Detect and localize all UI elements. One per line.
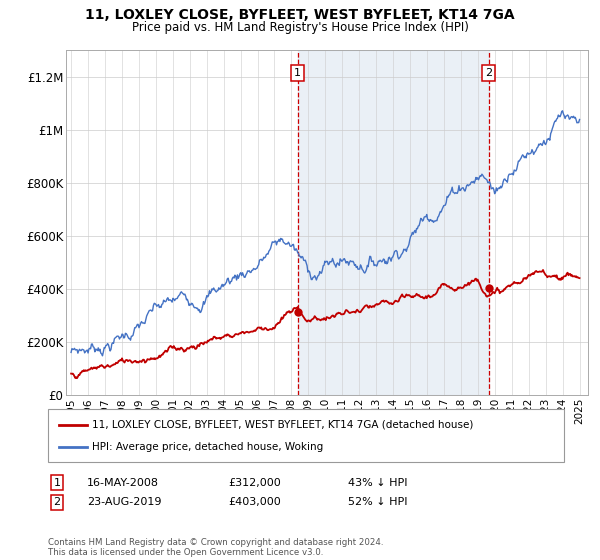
Text: HPI: Average price, detached house, Woking: HPI: Average price, detached house, Woki… (92, 442, 323, 452)
Text: 43% ↓ HPI: 43% ↓ HPI (348, 478, 407, 488)
Text: 2: 2 (53, 497, 61, 507)
Text: Contains HM Land Registry data © Crown copyright and database right 2024.
This d: Contains HM Land Registry data © Crown c… (48, 538, 383, 557)
Text: Price paid vs. HM Land Registry's House Price Index (HPI): Price paid vs. HM Land Registry's House … (131, 21, 469, 34)
Text: 1: 1 (294, 68, 301, 78)
Text: 1: 1 (53, 478, 61, 488)
Text: £403,000: £403,000 (228, 497, 281, 507)
Bar (298, 50, 488, 395)
Text: £312,000: £312,000 (228, 478, 281, 488)
Text: 11, LOXLEY CLOSE, BYFLEET, WEST BYFLEET, KT14 7GA (detached house): 11, LOXLEY CLOSE, BYFLEET, WEST BYFLEET,… (92, 420, 473, 430)
Text: 16-MAY-2008: 16-MAY-2008 (87, 478, 159, 488)
Text: 23-AUG-2019: 23-AUG-2019 (87, 497, 161, 507)
Text: 52% ↓ HPI: 52% ↓ HPI (348, 497, 407, 507)
Text: 2: 2 (485, 68, 492, 78)
Text: 11, LOXLEY CLOSE, BYFLEET, WEST BYFLEET, KT14 7GA: 11, LOXLEY CLOSE, BYFLEET, WEST BYFLEET,… (85, 8, 515, 22)
